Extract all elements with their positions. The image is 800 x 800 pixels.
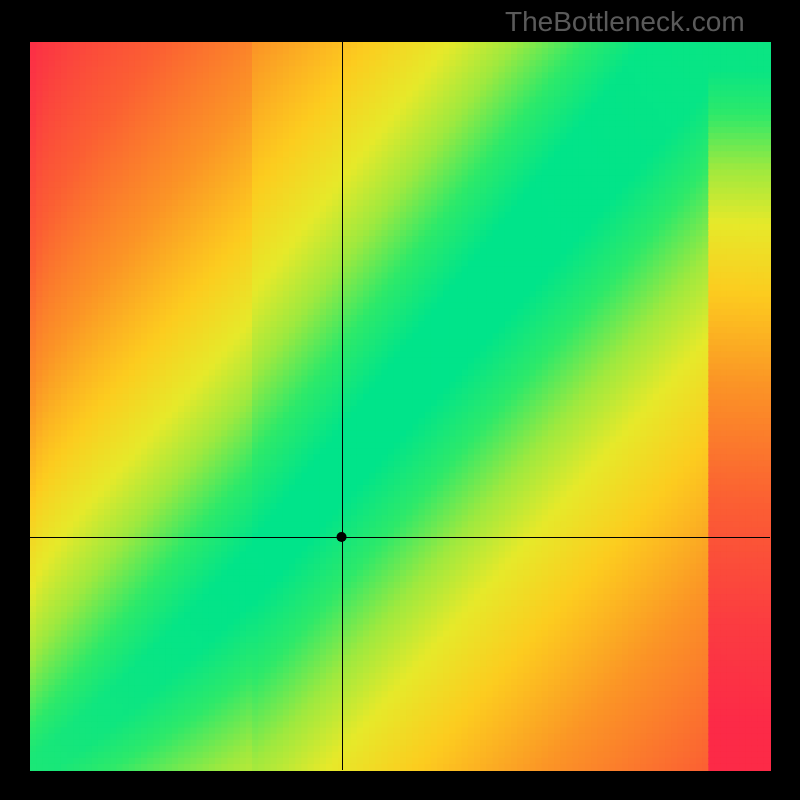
watermark-text: TheBottleneck.com <box>505 6 745 38</box>
bottleneck-heatmap <box>0 0 800 800</box>
